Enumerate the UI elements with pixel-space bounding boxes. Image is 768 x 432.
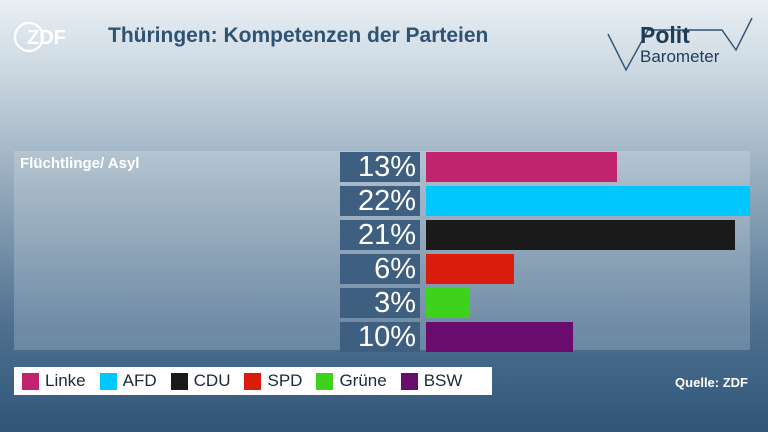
legend-item-cdu: CDU [170, 371, 231, 391]
category-label: Flüchtlinge/ Asyl [20, 155, 140, 172]
bar-spd [426, 254, 514, 284]
legend-label: SPD [267, 371, 303, 390]
zdf-logo: ZDF [13, 21, 80, 53]
legend-label: Linke [45, 371, 86, 390]
bar-linke [426, 152, 617, 182]
data-label-bsw: 10% [340, 322, 420, 352]
legend-label: CDU [193, 371, 231, 390]
legend-item-spd: SPD [244, 371, 302, 391]
data-label-linke: 13% [340, 152, 420, 182]
svg-text:ZDF: ZDF [27, 27, 66, 49]
legend-swatch [316, 372, 334, 390]
bar-afd [426, 186, 750, 216]
legend-label: BSW [423, 371, 463, 390]
page-title: Thüringen: Kompetenzen der Parteien [108, 24, 489, 47]
legend-item-linke: Linke [22, 371, 86, 391]
legend: Linke AFD CDU SPD Grüne BSW [14, 367, 492, 395]
legend-label: AFD [122, 371, 157, 390]
legend-swatch [400, 372, 418, 390]
zigzag-icon [607, 17, 753, 72]
politbarometer-logo: Polit Barometer [604, 14, 756, 76]
legend-item-bsw: BSW [400, 371, 463, 391]
legend-swatch [170, 372, 188, 390]
source-label: Quelle: ZDF [675, 375, 748, 390]
data-label-afd: 22% [340, 186, 420, 216]
data-label-grüne: 3% [340, 288, 420, 318]
legend-swatch [244, 372, 262, 390]
logo-line-barometer: Barometer [640, 47, 720, 66]
data-label-cdu: 21% [340, 220, 420, 250]
legend-item-grüne: Grüne [316, 371, 387, 391]
legend-swatch [22, 372, 39, 390]
bar-grüne [426, 288, 470, 318]
legend-item-afd: AFD [99, 371, 157, 391]
logo-line-polit: Polit [640, 22, 690, 48]
bar-bsw [426, 322, 573, 352]
legend-label: Grüne [339, 371, 387, 390]
data-label-spd: 6% [340, 254, 420, 284]
legend-swatch [99, 372, 117, 390]
bar-cdu [426, 220, 735, 250]
zdf-logo-graphic: ZDF [13, 21, 66, 53]
